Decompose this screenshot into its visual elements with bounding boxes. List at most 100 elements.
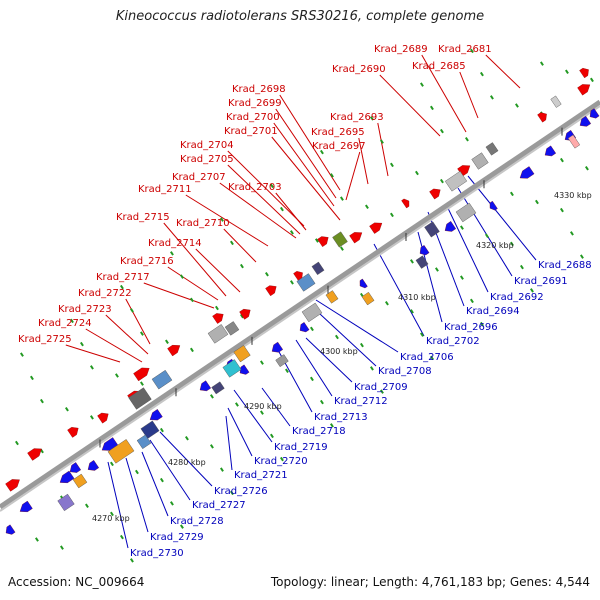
gene-label-krad-2714[interactable]: Krad_2714 bbox=[148, 238, 202, 249]
gene-block[interactable] bbox=[128, 387, 152, 410]
gene-label-krad-2702[interactable]: Krad_2702 bbox=[426, 336, 480, 347]
forward-gene-arrow[interactable] bbox=[401, 197, 411, 209]
forward-gene-arrow[interactable] bbox=[212, 311, 225, 324]
gene-label-krad-2693[interactable]: Krad_2693 bbox=[330, 112, 384, 123]
forward-gene-arrow[interactable] bbox=[579, 66, 591, 79]
gene-label-krad-2696[interactable]: Krad_2696 bbox=[444, 322, 498, 333]
gene-label-krad-2720[interactable]: Krad_2720 bbox=[254, 456, 308, 467]
gene-block[interactable] bbox=[57, 493, 75, 512]
gene-block[interactable] bbox=[455, 202, 477, 223]
gene-label-krad-2721[interactable]: Krad_2721 bbox=[234, 470, 288, 481]
gene-label-krad-2723[interactable]: Krad_2723 bbox=[58, 304, 112, 315]
gene-block[interactable] bbox=[361, 291, 375, 306]
reverse-gene-arrow[interactable] bbox=[577, 115, 592, 129]
gene-block[interactable] bbox=[296, 273, 316, 292]
gene-label-krad-2697[interactable]: Krad_2697 bbox=[312, 141, 366, 152]
gene-block[interactable] bbox=[485, 142, 499, 156]
gene-block[interactable] bbox=[207, 324, 229, 344]
gene-label-krad-2722[interactable]: Krad_2722 bbox=[78, 288, 132, 299]
reverse-gene-arrow[interactable] bbox=[3, 524, 16, 537]
gene-block[interactable] bbox=[311, 261, 325, 276]
gene-label-krad-2725[interactable]: Krad_2725 bbox=[18, 334, 72, 345]
gene-label-krad-2716[interactable]: Krad_2716 bbox=[120, 256, 174, 267]
gene-block[interactable] bbox=[107, 439, 135, 464]
gene-label-krad-2699[interactable]: Krad_2699 bbox=[228, 98, 282, 109]
reverse-gene-arrow[interactable] bbox=[487, 200, 498, 212]
reverse-gene-arrow[interactable] bbox=[85, 460, 100, 473]
gene-label-krad-2730[interactable]: Krad_2730 bbox=[130, 548, 184, 559]
forward-gene-arrow[interactable] bbox=[429, 186, 442, 200]
forward-gene-arrow[interactable] bbox=[239, 306, 252, 320]
gene-labels[interactable]: Krad_2681 Krad_2685 Krad_2689 Krad_2690 Krad… bbox=[18, 44, 592, 559]
forward-gene-arrow[interactable] bbox=[97, 410, 110, 424]
gene-label-krad-2685[interactable]: Krad_2685 bbox=[412, 61, 466, 72]
gene-label-krad-2705[interactable]: Krad_2705 bbox=[180, 154, 234, 165]
gene-label-krad-2718[interactable]: Krad_2718 bbox=[292, 426, 346, 437]
gene-label-krad-2710[interactable]: Krad_2710 bbox=[176, 218, 230, 229]
gene-block[interactable] bbox=[301, 302, 323, 323]
forward-gene-arrow[interactable] bbox=[293, 269, 305, 282]
gene-label-krad-2698[interactable]: Krad_2698 bbox=[232, 84, 286, 95]
reverse-gene-arrow[interactable] bbox=[147, 409, 163, 423]
gene-label-krad-2692[interactable]: Krad_2692 bbox=[490, 292, 544, 303]
gene-label-krad-2690[interactable]: Krad_2690 bbox=[332, 64, 386, 75]
gene-label-krad-2707[interactable]: Krad_2707 bbox=[172, 172, 226, 183]
gene-label-krad-2715[interactable]: Krad_2715 bbox=[116, 212, 170, 223]
reverse-gene-arrow[interactable] bbox=[417, 245, 430, 257]
reverse-gene-arrow[interactable] bbox=[587, 108, 600, 121]
gene-label-krad-2694[interactable]: Krad_2694 bbox=[466, 306, 520, 317]
gene-label-krad-2681[interactable]: Krad_2681 bbox=[438, 44, 492, 55]
gene-block[interactable] bbox=[275, 354, 289, 368]
reverse-gene-arrow[interactable] bbox=[542, 145, 557, 159]
gene-block[interactable] bbox=[567, 134, 581, 149]
forward-gene-arrow[interactable] bbox=[265, 283, 278, 297]
gene-block[interactable] bbox=[444, 170, 468, 192]
gene-label-krad-2691[interactable]: Krad_2691 bbox=[514, 276, 568, 287]
gene-block[interactable] bbox=[211, 381, 225, 395]
gene-block[interactable] bbox=[72, 473, 88, 489]
gene-label-krad-2713[interactable]: Krad_2713 bbox=[314, 412, 368, 423]
gene-label-krad-2717[interactable]: Krad_2717 bbox=[96, 272, 150, 283]
gene-block[interactable] bbox=[140, 420, 160, 439]
gene-label-krad-2701[interactable]: Krad_2701 bbox=[224, 126, 278, 137]
forward-gene-arrow[interactable] bbox=[577, 81, 592, 96]
gene-label-krad-2709[interactable]: Krad_2709 bbox=[354, 382, 408, 393]
forward-gene-arrow[interactable] bbox=[349, 229, 364, 244]
gene-label-krad-2700[interactable]: Krad_2700 bbox=[226, 112, 280, 123]
gene-label-krad-2689[interactable]: Krad_2689 bbox=[374, 44, 428, 55]
gene-block[interactable] bbox=[224, 321, 240, 336]
reverse-gene-arrow[interactable] bbox=[17, 500, 33, 515]
gene-block[interactable] bbox=[332, 231, 348, 248]
reverse-gene-arrow[interactable] bbox=[517, 166, 535, 181]
gene-label-krad-2724[interactable]: Krad_2724 bbox=[38, 318, 92, 329]
gene-label-krad-2688[interactable]: Krad_2688 bbox=[538, 260, 592, 271]
reverse-gene-arrow[interactable] bbox=[297, 322, 310, 334]
gene-label-krad-2704[interactable]: Krad_2704 bbox=[180, 140, 234, 151]
gene-block[interactable] bbox=[222, 359, 242, 378]
gene-features[interactable] bbox=[3, 66, 600, 537]
gene-label-krad-2727[interactable]: Krad_2727 bbox=[192, 500, 246, 511]
gene-label-krad-2711[interactable]: Krad_2711 bbox=[138, 184, 192, 195]
gene-block[interactable] bbox=[136, 434, 152, 450]
gene-block[interactable] bbox=[550, 95, 562, 108]
reverse-gene-arrow[interactable] bbox=[442, 221, 457, 234]
reverse-gene-arrow[interactable] bbox=[269, 341, 284, 355]
gene-block[interactable] bbox=[415, 255, 429, 269]
forward-gene-arrow[interactable] bbox=[67, 424, 80, 438]
forward-gene-arrow[interactable] bbox=[167, 342, 182, 357]
reverse-gene-arrow[interactable] bbox=[197, 380, 212, 394]
gene-label-krad-2708[interactable]: Krad_2708 bbox=[378, 366, 432, 377]
forward-gene-arrow[interactable] bbox=[133, 365, 151, 382]
forward-gene-arrow[interactable] bbox=[537, 110, 549, 123]
gene-label-krad-2728[interactable]: Krad_2728 bbox=[170, 516, 224, 527]
forward-gene-arrow[interactable] bbox=[369, 219, 384, 234]
gene-label-krad-2729[interactable]: Krad_2729 bbox=[150, 532, 204, 543]
gene-block[interactable] bbox=[233, 345, 251, 363]
reverse-gene-arrow[interactable] bbox=[357, 278, 368, 290]
gene-label-krad-2703[interactable]: Krad_2703 bbox=[228, 182, 282, 193]
forward-gene-arrow[interactable] bbox=[27, 445, 44, 461]
reverse-gene-arrow[interactable] bbox=[67, 462, 82, 475]
gene-block[interactable] bbox=[151, 369, 173, 390]
gene-label-krad-2712[interactable]: Krad_2712 bbox=[334, 396, 388, 407]
